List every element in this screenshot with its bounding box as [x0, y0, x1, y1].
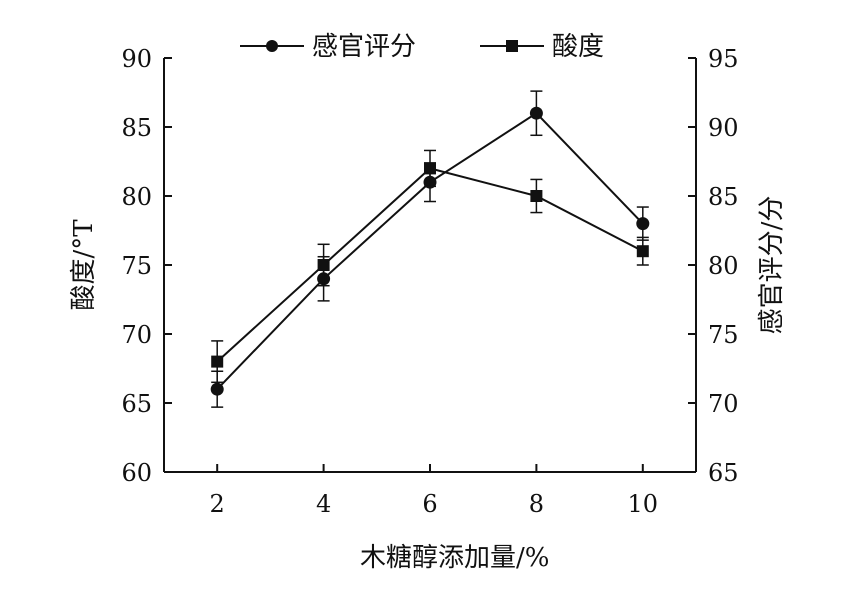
y-left-tick-label: 70: [121, 321, 152, 349]
y-right-tick-label: 75: [708, 321, 739, 349]
series-layer: [210, 90, 650, 408]
y-right-tick-label: 65: [708, 459, 739, 487]
legend-marker-acidity: [506, 40, 518, 52]
data-point: [636, 245, 649, 258]
y-left-tick-label: 60: [121, 459, 152, 487]
data-point: [530, 190, 543, 202]
y-right-axis-title: 感官评分/分: [757, 196, 787, 335]
x-tick-label: 6: [422, 490, 437, 518]
data-point: [529, 106, 543, 120]
y-right-ticks: 65 70 75 80 85 90 95: [688, 45, 739, 487]
y-right-tick-label: 85: [708, 183, 739, 211]
y-left-tick-label: 85: [121, 114, 152, 142]
y-left-ticks: 60 65 70 75 80 85 90: [121, 45, 172, 487]
series-acidity: [211, 149, 649, 384]
legend-label-sensory: 感官评分: [312, 32, 416, 62]
x-tick-label: 10: [628, 490, 659, 518]
x-tick-label: 2: [210, 490, 225, 518]
data-point: [636, 217, 650, 231]
legend-label-acidity: 酸度: [552, 32, 604, 62]
data-point: [211, 355, 224, 368]
y-right-tick-label: 70: [708, 390, 739, 418]
series-sensory: [210, 90, 650, 408]
y-right-tick-label: 80: [708, 252, 739, 280]
y-left-tick-label: 90: [121, 45, 152, 73]
data-point: [424, 162, 436, 175]
data-point: [317, 259, 330, 271]
legend-marker-sensory: [266, 40, 278, 52]
x-tick-label: 8: [529, 490, 544, 518]
x-ticks: 2 4 6 8 10: [210, 464, 659, 518]
y-right-tick-label: 95: [708, 45, 739, 73]
axes: [163, 58, 697, 473]
x-axis-title: 木糖醇添加量/%: [360, 543, 549, 573]
y-left-axis-title: 酸度/°T: [69, 219, 99, 311]
y-left-tick-label: 65: [121, 390, 152, 418]
y-right-tick-label: 90: [708, 114, 739, 142]
legend: 感官评分 酸度: [240, 32, 604, 62]
y-left-tick-label: 75: [121, 252, 152, 280]
x-tick-label: 4: [316, 490, 331, 518]
data-point: [210, 382, 224, 396]
y-left-tick-label: 80: [121, 183, 152, 211]
